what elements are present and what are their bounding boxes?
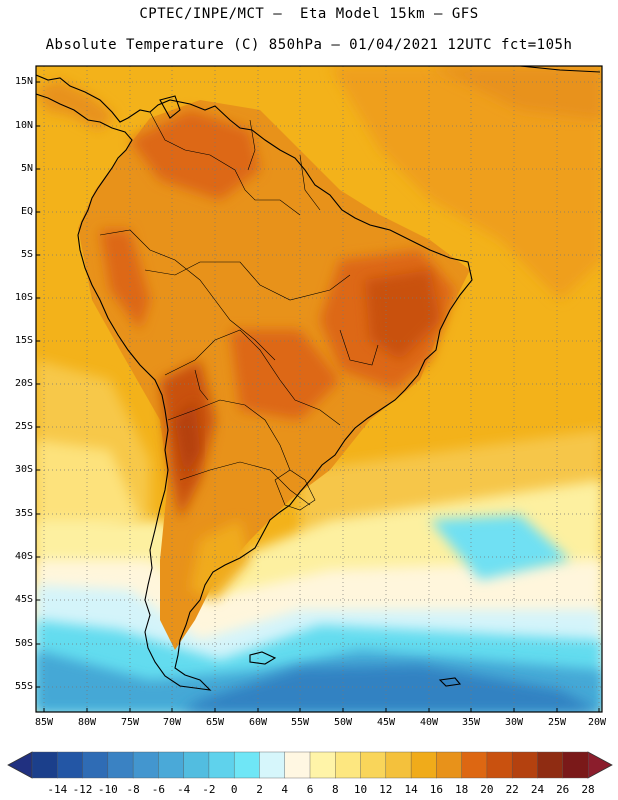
colorbar-label: 14	[404, 783, 418, 796]
lat-label: 10S	[14, 292, 33, 303]
colorbar-label: 16	[429, 783, 444, 796]
colorbar-swatch	[511, 751, 538, 779]
lon-label: 70W	[162, 717, 182, 728]
colorbar-swatch	[158, 751, 185, 779]
colorbar-swatch	[461, 751, 488, 779]
colorbar-label: 10	[353, 783, 368, 796]
colorbar-swatch	[562, 751, 589, 779]
lon-label: 45W	[376, 717, 396, 728]
lon-label: 75W	[120, 717, 140, 728]
colorbar-swatch	[284, 751, 311, 779]
coastlines	[36, 66, 601, 691]
colorbar-label: -2	[202, 783, 216, 796]
lat-label: 35S	[14, 508, 33, 519]
colorbar-low-arrow	[7, 751, 33, 779]
colorbar-swatch	[486, 751, 513, 779]
colorbar-label: 22	[505, 783, 519, 796]
colorbar-label: -4	[176, 783, 191, 796]
colorbar-swatch	[57, 751, 84, 779]
colorbar-label: 20	[480, 783, 494, 796]
colorbar-label: -8	[126, 783, 140, 796]
colorbar-swatch	[82, 751, 109, 779]
lat-label: 50S	[14, 638, 33, 649]
colorbar-swatch	[385, 751, 412, 779]
title-line-2: Absolute Temperature (C) 850hPa – 01/04/…	[45, 37, 573, 53]
colorbar-label: 2	[256, 783, 263, 796]
colorbar-label: 28	[581, 783, 595, 796]
lat-label: 40S	[14, 551, 33, 562]
temperature-field	[36, 66, 602, 712]
country-borders	[99, 111, 379, 511]
colorbar-label: 18	[454, 783, 469, 796]
title-line-1: CPTEC/INPE/MCT – Eta Model 15km – GFS	[139, 6, 479, 22]
map-frame	[35, 65, 603, 713]
lon-label: 40W	[419, 717, 439, 728]
lat-label: 45S	[14, 594, 33, 605]
colorbar-swatch	[107, 751, 134, 779]
colorbar-swatch	[208, 751, 235, 779]
lat-label: 55S	[14, 681, 33, 692]
colorbar-label: 12	[379, 783, 393, 796]
lon-label: 60W	[248, 717, 268, 728]
colorbar	[7, 751, 613, 779]
lat-label: 5N	[20, 163, 33, 174]
colorbar-label: 26	[556, 783, 570, 796]
colorbar-swatch	[31, 751, 58, 779]
colorbar-swatch	[132, 751, 159, 779]
colorbar-swatch	[537, 751, 564, 779]
lat-label: 15N	[14, 76, 33, 87]
lon-label: 55W	[290, 717, 310, 728]
colorbar-swatch	[309, 751, 336, 779]
lon-label: 35W	[461, 717, 481, 728]
colorbar-swatch	[410, 751, 437, 779]
colorbar-label: -10	[97, 783, 118, 796]
colorbar-label: -6	[151, 783, 166, 796]
colorbar-label: 0	[230, 783, 238, 796]
colorbar-label: 24	[530, 783, 545, 796]
colorbar-swatch	[436, 751, 463, 779]
colorbar-swatch	[259, 751, 286, 779]
lat-label: 5S	[20, 249, 33, 260]
lat-label: 30S	[14, 464, 33, 475]
axis-ticks	[36, 81, 600, 712]
lon-label: 20W	[587, 717, 607, 728]
lat-label: 10N	[14, 120, 33, 131]
colorbar-label: 4	[281, 783, 288, 796]
colorbar-label: -14	[47, 783, 68, 796]
colorbar-swatch	[360, 751, 387, 779]
colorbar-label: 6	[306, 783, 314, 796]
colorbar-swatch	[335, 751, 362, 779]
colorbar-swatch	[183, 751, 210, 779]
colorbar-label: 8	[331, 783, 339, 796]
lon-label: 30W	[504, 717, 524, 728]
colorbar-label: -12	[72, 783, 93, 796]
lat-label: EQ	[20, 206, 33, 217]
lat-label: 20S	[14, 378, 33, 389]
lon-label: 80W	[77, 717, 97, 728]
lon-label: 65W	[205, 717, 225, 728]
lat-label: 15S	[14, 335, 33, 346]
lon-label: 85W	[34, 717, 54, 728]
colorbar-high-arrow	[587, 751, 613, 779]
lat-label: 25S	[14, 421, 33, 432]
lon-label: 25W	[547, 717, 567, 728]
colorbar-swatch	[233, 751, 260, 779]
lon-label: 50W	[333, 717, 353, 728]
